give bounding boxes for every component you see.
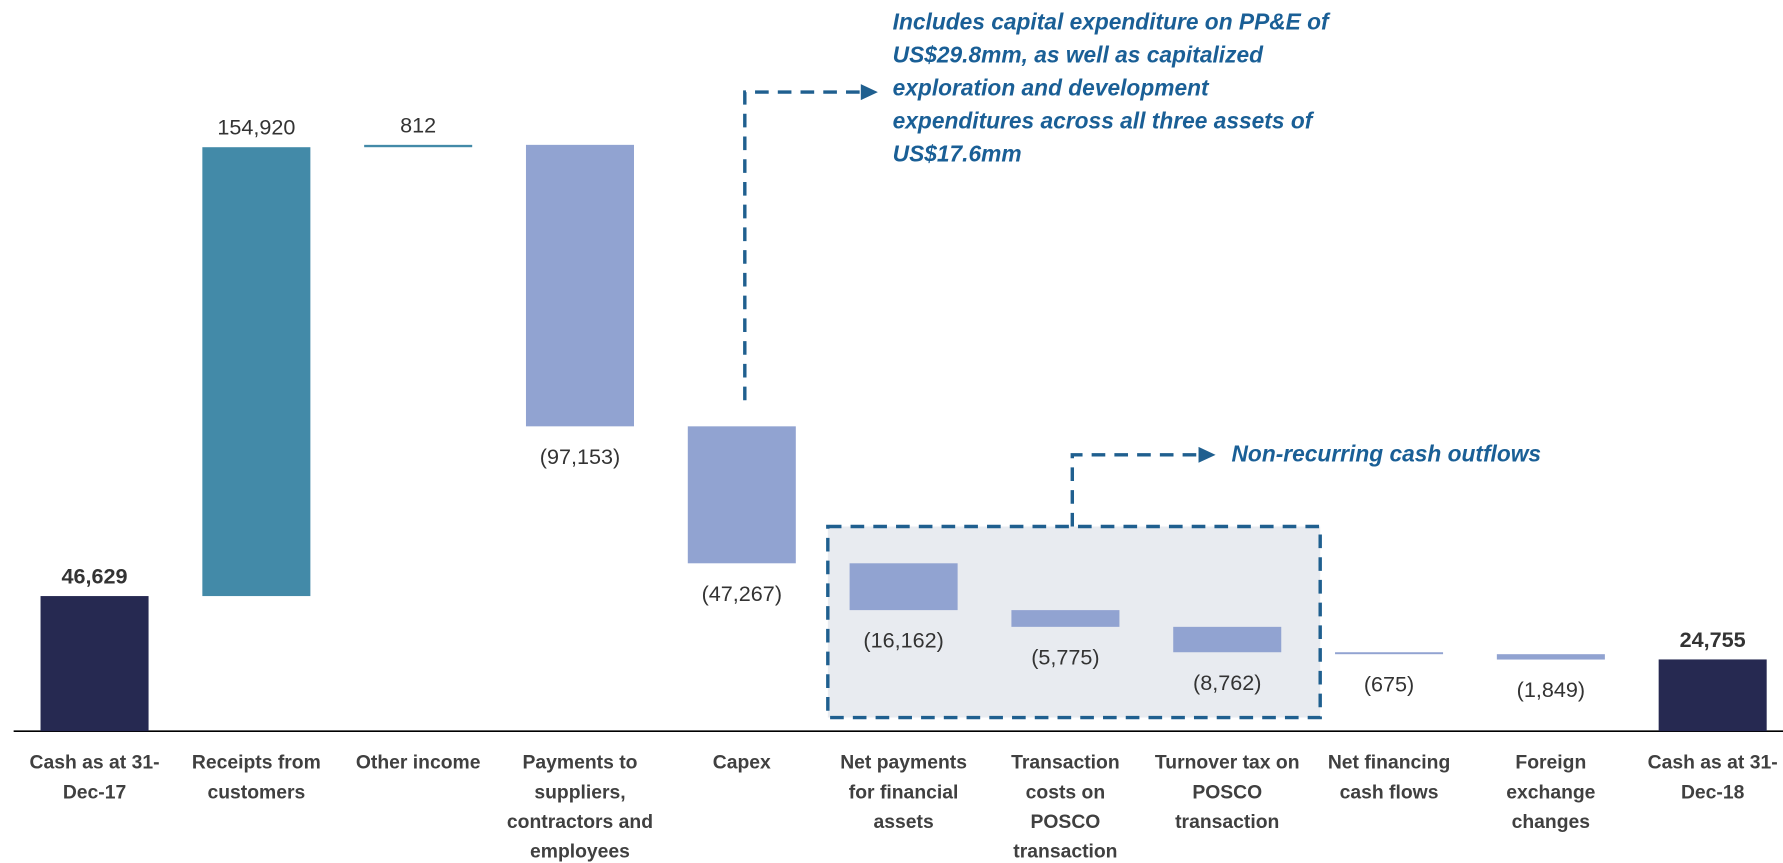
- value-label: 154,920: [217, 115, 295, 140]
- bar: [1658, 659, 1767, 732]
- x-tick-label: Receipts from customers: [191, 751, 321, 803]
- value-label: (97,153): [540, 444, 620, 469]
- bar: [687, 426, 796, 564]
- annotation: Non-recurring cash outflows: [1231, 442, 1542, 468]
- bar: [525, 144, 635, 427]
- value-label: 24,755: [1680, 627, 1746, 652]
- value-label: (16,162): [863, 628, 943, 653]
- value-label: (675): [1364, 672, 1414, 697]
- bar: [849, 563, 958, 611]
- value-label: (1,849): [1517, 677, 1585, 702]
- x-tick-label: Capex: [712, 751, 771, 774]
- callout-arrow: [1070, 453, 1201, 527]
- x-tick-label: Payments to suppliers, contractors and e…: [506, 751, 654, 862]
- bar: [364, 144, 473, 148]
- bar: [1011, 610, 1120, 627]
- x-tick-label: Transaction costs on POSCO transaction: [1011, 751, 1120, 862]
- value-label: (47,267): [702, 581, 782, 606]
- x-tick-label: Net payments for financial assets: [840, 751, 967, 833]
- x-tick-label: Other income: [355, 751, 481, 774]
- x-tick-label: Cash as at 31-Dec-17: [29, 751, 160, 803]
- arrow-head: [860, 84, 878, 101]
- arrow-head: [1198, 446, 1216, 463]
- bar: [1496, 654, 1605, 660]
- value-label: (8,762): [1193, 670, 1261, 695]
- bar: [202, 147, 311, 597]
- value-label: (5,775): [1031, 644, 1099, 669]
- value-label: 46,629: [62, 564, 128, 589]
- value-label: 812: [400, 112, 436, 137]
- annotation: Includes capital expenditure on PP&E of …: [892, 10, 1329, 168]
- bar: [1173, 626, 1282, 653]
- bar: [40, 596, 149, 732]
- x-tick-label: Turnover tax on POSCO transaction: [1154, 751, 1300, 833]
- x-tick-label: Net financing cash flows: [1327, 751, 1451, 803]
- callout-arrow: [743, 90, 865, 401]
- x-tick-label: Cash as at 31-Dec-18: [1647, 751, 1778, 803]
- bar: [1335, 652, 1444, 655]
- x-tick-label: Foreign exchange changes: [1506, 751, 1596, 833]
